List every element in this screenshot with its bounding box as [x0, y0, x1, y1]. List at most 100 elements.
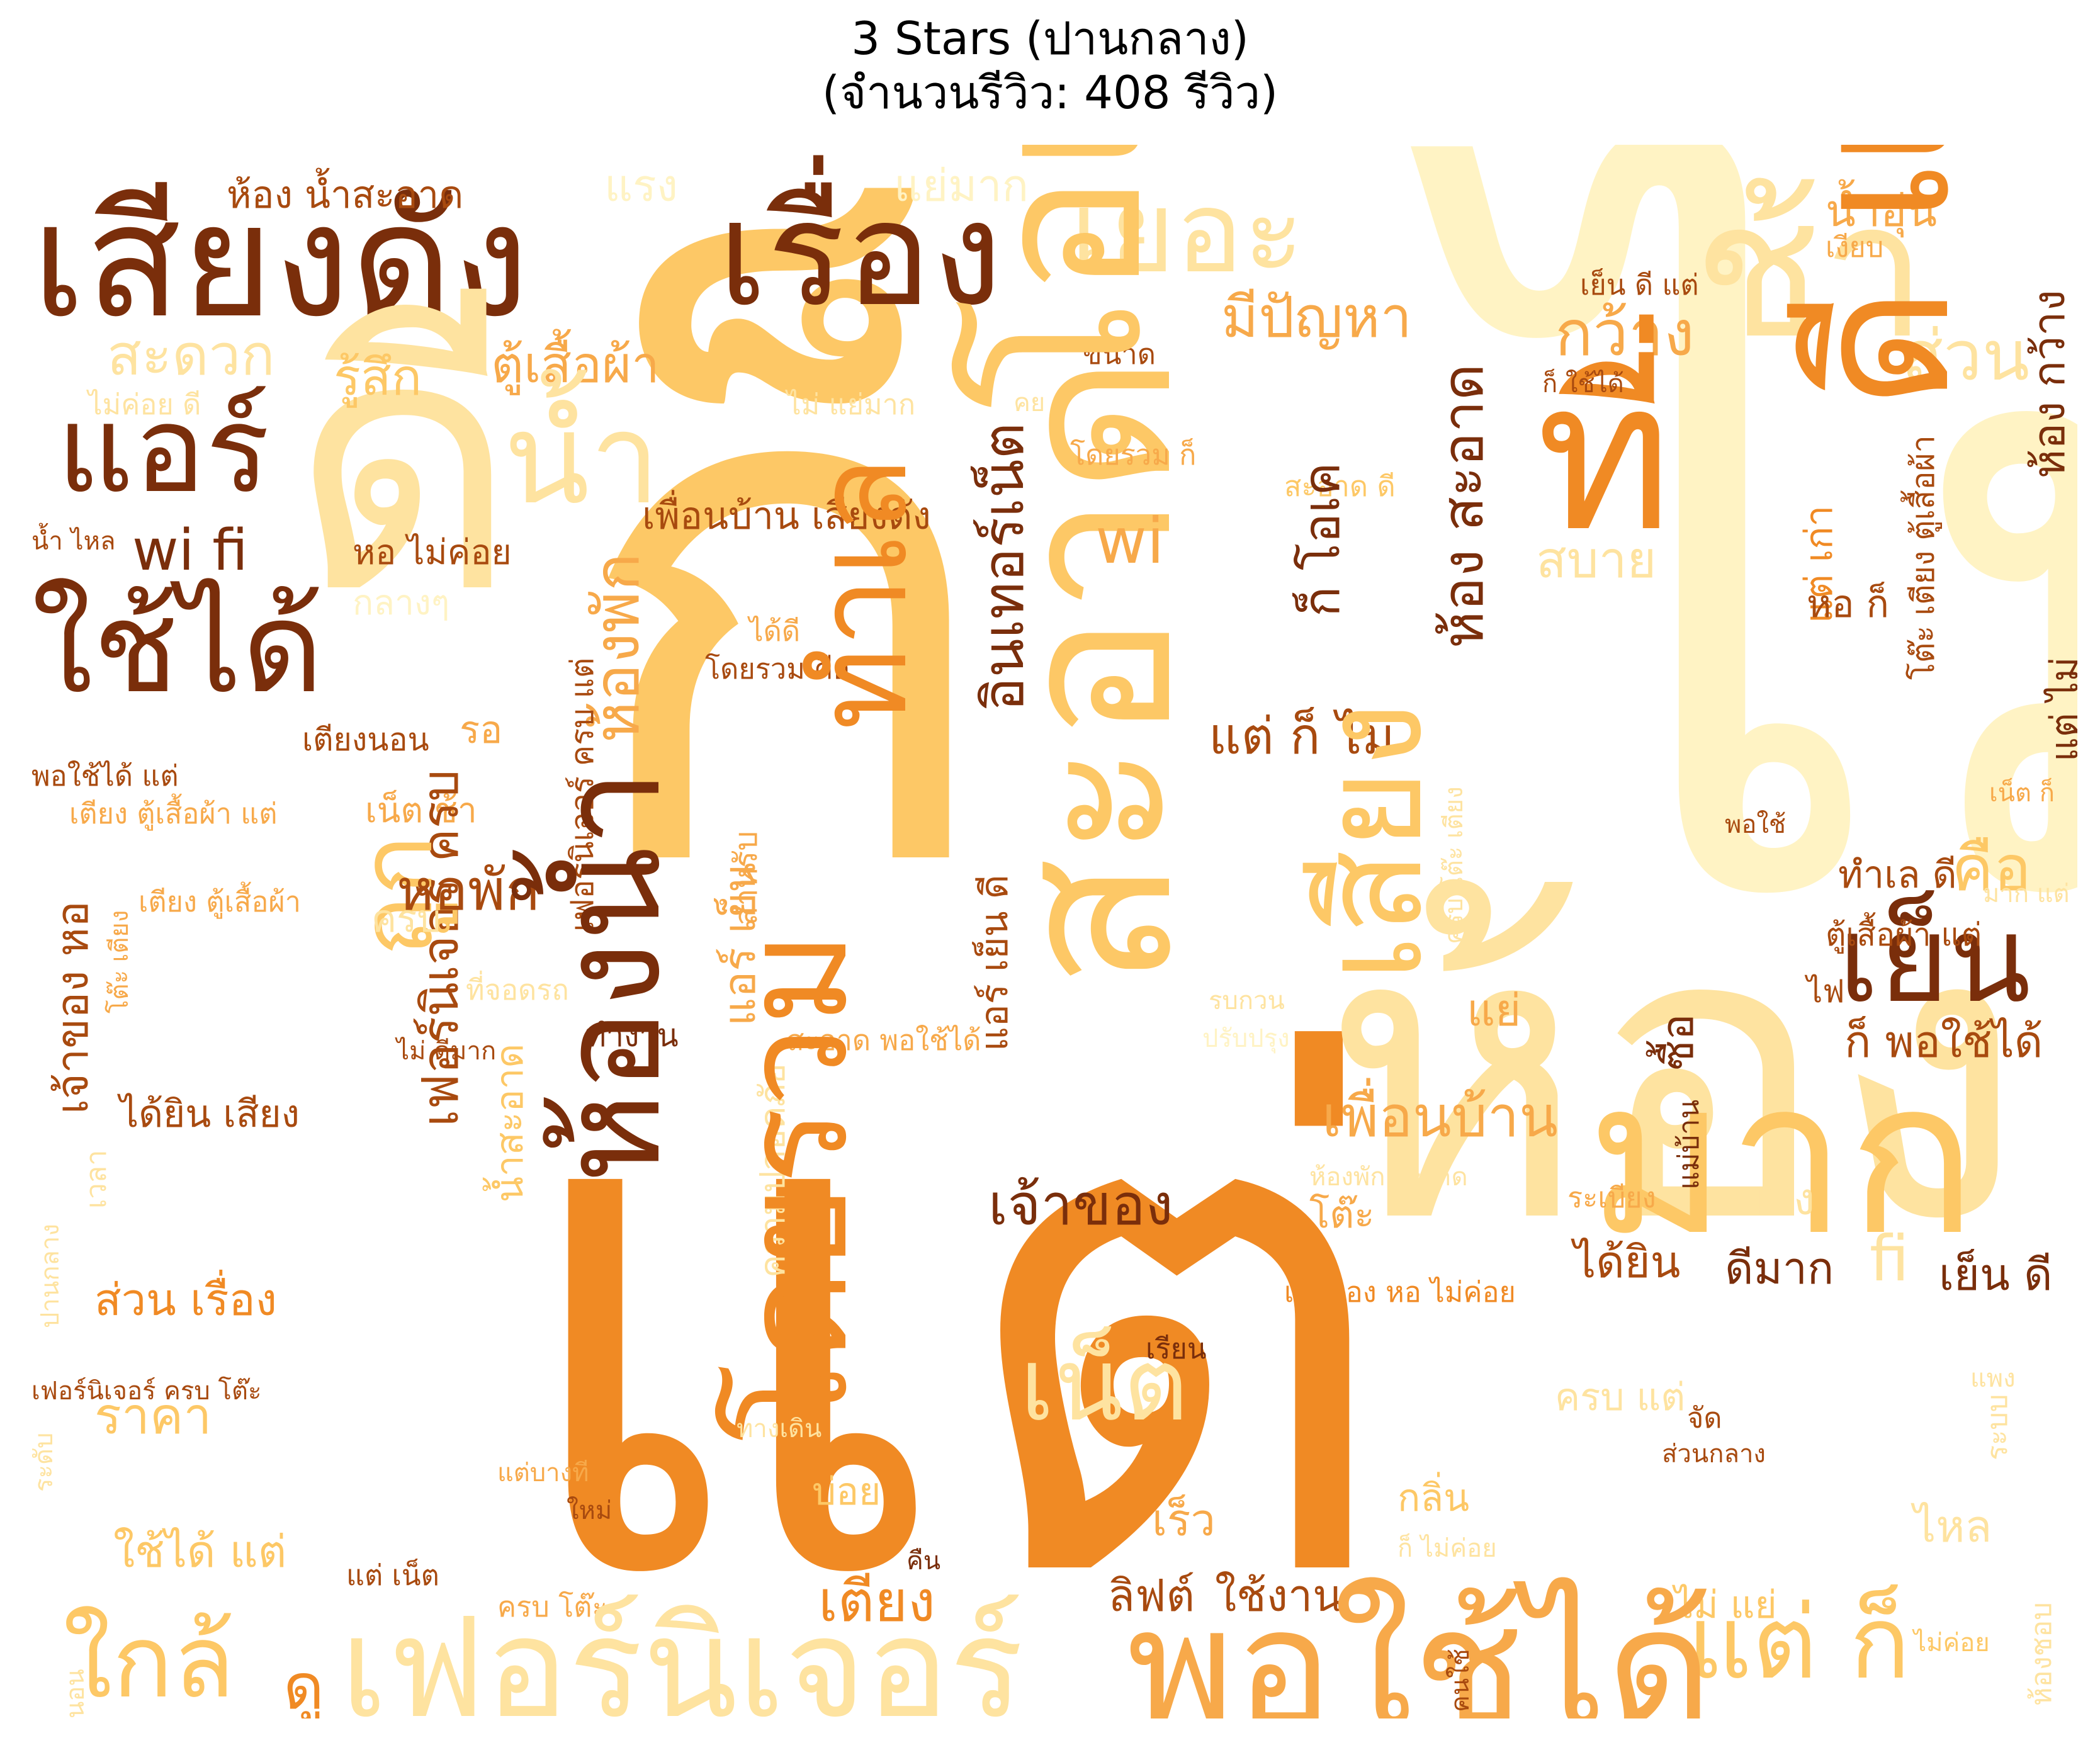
word-cloud-term: คนใช้ — [1446, 1649, 1475, 1712]
word-cloud-term: wi fi — [132, 517, 248, 584]
word-cloud-term: รอ — [460, 708, 503, 752]
word-cloud-term: ได้ยิน — [1574, 1236, 1681, 1288]
word-cloud-term: กลางๆ — [353, 582, 450, 623]
chart-title-line-2: (จำนวนรีวิว: 408 รีวิว) — [821, 66, 1279, 119]
word-cloud-term: พอใช้ — [1725, 810, 1787, 839]
word-cloud-term: ใช้งาน — [1215, 1570, 1343, 1622]
word-cloud-term: หอ ไม่ค่อย — [353, 532, 512, 572]
word-cloud-term: จัด — [1687, 1401, 1722, 1435]
word-cloud-term: ระเบียง — [1567, 1181, 1656, 1214]
word-cloud-term: ห้อง — [1322, 842, 2026, 1311]
word-cloud-term: ครบ แต่ — [1555, 1375, 1686, 1419]
word-cloud-term: เตียงนอน — [302, 721, 429, 758]
word-cloud-term: ห้อง น้ำสะอาด — [227, 173, 464, 217]
word-cloud-term: ตู้เสื้อผ้า — [491, 336, 660, 394]
word-cloud-term: ส่วน เรื่อง — [94, 1274, 277, 1326]
word-cloud-term: หอ ก็ — [1807, 582, 1889, 626]
word-cloud-term: เย็น — [1838, 890, 2031, 1029]
word-cloud-term: เย็น ดี แต่ — [1580, 268, 1699, 302]
word-cloud-term: ตู้เสื้อผ้า แต่ — [1826, 917, 1982, 953]
word-cloud-term: แต่บางที — [497, 1459, 589, 1487]
word-cloud-term: บ่อย — [812, 1470, 881, 1514]
word-cloud-term: ระบบ — [1980, 1394, 2014, 1460]
word-cloud-term: โดยรวม ก็ — [1070, 438, 1197, 471]
word-cloud-term: สะดวก — [107, 322, 275, 388]
word-cloud-term: แต่ เน็ต — [346, 1559, 439, 1592]
word-cloud-term: อินเทอร์เน็ต — [971, 422, 1037, 711]
word-cloud-term: รบกวน — [1209, 986, 1285, 1015]
word-cloud-term: น้ำสะอาด — [488, 1043, 532, 1202]
word-cloud-term: ทำเล ดี — [1838, 853, 1957, 897]
word-cloud-term: เสียงดัง — [31, 169, 530, 353]
word-cloud-term: ไม่ ดีมาก — [397, 1037, 497, 1066]
word-cloud-term: ครบ โต๊ะ — [497, 1590, 607, 1623]
word-cloud-term: เวลา — [79, 1149, 113, 1209]
word-cloud-term: เจ้าของ หอ — [47, 901, 98, 1114]
word-cloud-term: ไม่ค่อย ดี — [88, 388, 201, 421]
word-cloud-term: ลิฟต์ — [1108, 1570, 1195, 1622]
word-cloud-term: เรื่อง — [718, 171, 1003, 339]
word-cloud-term: ส่วนกลาง — [1662, 1440, 1766, 1469]
chart-title: 3 Stars (ปานกลาง) (จำนวนรีวิว: 408 รีวิว… — [0, 11, 2100, 120]
word-cloud-term: เตียง ตู้เสื้อผ้า แต่ — [69, 797, 278, 830]
word-cloud-term: เน็ต — [1020, 1326, 1188, 1443]
word-cloud-term: ที่จอดรถ — [466, 973, 569, 1007]
word-cloud-term: กว้าง — [1555, 296, 1695, 370]
word-cloud-term: เงียบ — [1826, 230, 1884, 264]
word-cloud-term: เยอะ — [1070, 167, 1304, 298]
word-cloud-term: รู้สึก — [334, 348, 422, 407]
word-cloud-term: แต่ ก็ — [1687, 1584, 1911, 1701]
word-cloud-term: เน็ต ก็ — [1989, 779, 2055, 808]
word-cloud-term: ปานกลาง — [36, 1224, 65, 1328]
word-cloud-term: เจ้าของ — [988, 1172, 1173, 1238]
word-cloud-term: แต่ ก็ ไม่ — [1209, 707, 1395, 765]
word-cloud-term: โต๊ะ — [1309, 1193, 1375, 1237]
word-cloud-term: เสียง — [1292, 701, 1453, 982]
word-cloud-term: ดี แต่ — [1772, 145, 1992, 409]
word-cloud-term: ทางเดิน — [737, 1414, 822, 1443]
word-cloud-term: โต๊ะ เตียง ตู้เสื้อผ้า — [1905, 435, 1941, 680]
word-cloud-term: fi — [1870, 1222, 1909, 1295]
word-cloud-term: แม่บ้าน — [1672, 1099, 1705, 1190]
word-cloud-term: น้ำ — [504, 386, 661, 533]
word-cloud-term: ผนัง — [1737, 1173, 1815, 1225]
word-cloud-term: คือ — [1951, 832, 2031, 905]
word-cloud-term: ทำเล — [789, 456, 935, 730]
word-cloud-term: ใหม่ — [567, 1496, 612, 1525]
word-cloud-term: ใกล้ — [63, 1603, 235, 1718]
word-cloud-term: โต๊ะ เตียง — [105, 910, 134, 1013]
word-cloud-term: มาก — [1586, 1034, 1977, 1283]
word-cloud-term: เพื่อนบ้าน — [1322, 1084, 1558, 1150]
word-cloud-term: นอน — [61, 1669, 90, 1718]
word-cloud-term: ไม่ แย่ — [1674, 1583, 1777, 1627]
word-cloud-term: พอใช้ได้ — [1127, 1573, 1713, 1718]
word-cloud-term: เพื่อนบ้าน เสียงดัง — [642, 494, 931, 538]
word-cloud-term: แต่ ไม่ — [2043, 657, 2077, 762]
word-cloud-term: แรง — [604, 160, 678, 212]
word-cloud-term: เตียง — [818, 1569, 935, 1635]
word-cloud-term: ห้องชอบ — [2024, 1602, 2058, 1706]
word-cloud-term: ปรับปรุง — [1202, 1024, 1290, 1053]
word-cloud-term: ก็ ใช้ได้ — [1542, 370, 1624, 398]
word-cloud-term: กลิ่น — [1397, 1476, 1470, 1520]
word-cloud-term: ครบ — [371, 897, 441, 941]
word-cloud-term: สะอาด พอใช้ได้ — [787, 1024, 981, 1057]
word-cloud-term: เฟอร์นิเจอร์ ครบ โต๊ะ — [31, 1377, 262, 1406]
word-cloud-term: ราคา — [94, 1387, 212, 1445]
word-cloud-term: พอใช้ได้ แต่ — [31, 759, 179, 793]
word-cloud-term: ดีมาก — [1725, 1243, 1834, 1294]
word-cloud-term: wi — [1095, 504, 1165, 578]
word-cloud-term: ช้า — [1693, 161, 1928, 380]
word-cloud-term: ก็ โอเค — [1292, 462, 1351, 617]
word-cloud-term: ใช้ได้ แต่ — [113, 1526, 287, 1577]
word-cloud-term: สะอาด ดี — [1284, 470, 1396, 503]
word-cloud-term: แต่ — [504, 925, 1400, 1718]
word-cloud-term: เย็น ดี — [1939, 1249, 2053, 1301]
word-cloud-term: ไม่ แย่มาก — [787, 388, 916, 421]
word-cloud-term: ได้ดี — [749, 614, 801, 648]
word-cloud-term: ทำงาน — [585, 1017, 679, 1054]
word-cloud-term: น้ำอุ่น — [1826, 185, 1938, 237]
word-cloud-term: แย่ — [1467, 985, 1521, 1036]
word-cloud-term: สบาย — [1536, 531, 1657, 589]
